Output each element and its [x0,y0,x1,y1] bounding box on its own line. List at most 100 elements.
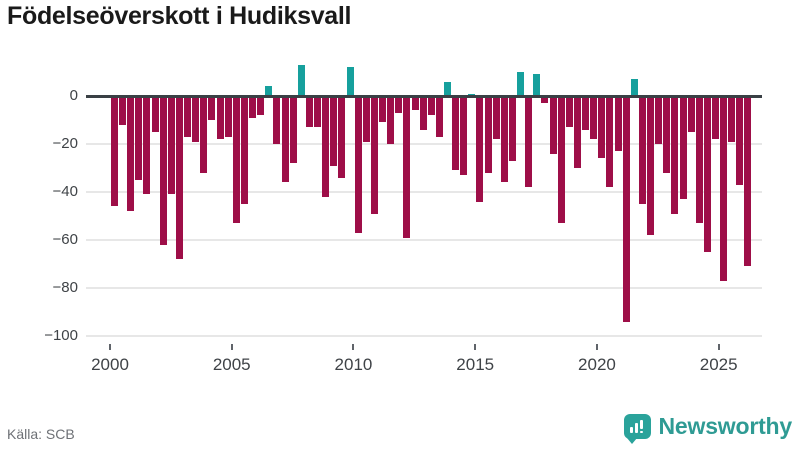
bar-negative [281,96,289,183]
bar-negative [273,96,281,144]
bar-negative [728,96,736,142]
bar-negative [224,96,232,137]
bar-negative [679,96,687,200]
bar-negative [492,96,500,140]
bar-negative [541,96,549,104]
bar-negative [703,96,711,252]
bar-negative [216,96,224,140]
bar-negative [744,96,752,267]
bar-negative [582,96,590,130]
newsworthy-logo-icon [623,413,651,444]
brand-wordmark: Newsworthy [658,412,793,439]
bar-negative [671,96,679,214]
bar-negative [192,96,200,142]
bar-positive [346,67,354,96]
bar-negative [403,96,411,238]
bar-negative [411,96,419,111]
bar-negative [712,96,719,140]
bar-glyph [634,422,638,433]
bar-negative [143,96,151,195]
bar-negative [435,96,443,137]
gridline [86,335,762,337]
bar-positive [517,72,525,96]
bar-negative [549,96,557,154]
bar-negative [257,96,265,116]
x-axis-tick-mark [230,344,233,350]
bar-negative [289,96,297,164]
source-label: Källa: SCB [7,426,75,442]
zero-baseline [86,95,762,98]
y-axis-tick-label: −100 [44,327,78,344]
bar-negative [720,96,728,281]
bar-negative [736,96,744,185]
bar-negative [305,96,313,128]
bar-negative [452,96,460,171]
x-axis-tick-mark [352,344,355,350]
x-axis-tick-label: 2025 [699,355,738,374]
x-axis-tick-label: 2010 [334,355,373,374]
y-axis-tick-label: −20 [52,135,78,152]
bar-positive [468,93,476,96]
y-axis-tick-label: −60 [52,231,78,248]
bar-negative [127,96,135,212]
exclamation-dot [639,430,643,433]
bar-negative [330,96,338,166]
bar-positive [630,79,638,96]
bar-positive [533,74,541,96]
bar-negative [379,96,387,123]
x-axis-tick-mark [717,344,720,350]
bar-negative [606,96,614,188]
gridline [86,143,762,145]
bar-negative [655,96,663,144]
bar-negative [119,96,127,125]
bar-positive [265,86,273,96]
gridline [86,287,762,289]
x-axis-tick-label: 2020 [578,355,616,374]
bar-negative [500,96,508,183]
bar-negative [135,96,143,180]
bar-negative [200,96,208,173]
bar-negative [590,96,598,140]
bar-negative [565,96,573,128]
x-axis-tick-mark [474,344,477,350]
bar-negative [111,96,118,207]
bar-negative [695,96,703,224]
bar-glyph [629,426,633,433]
bar-negative [508,96,516,161]
brand-footer: Newsworthy [623,408,793,444]
bar-negative [663,96,671,173]
bar-negative [184,96,192,137]
bar-negative [484,96,492,173]
y-axis-tick-label: −40 [52,183,78,200]
gridline [86,191,762,193]
bar-negative [314,96,322,128]
bar-negative [622,96,630,322]
bar-negative [167,96,175,195]
bar-negative [354,96,362,233]
bar-negative [232,96,240,224]
bar-negative [598,96,606,159]
bar-negative [338,96,346,178]
x-axis-tick-mark [595,344,598,350]
y-axis-tick-label: 0 [69,87,78,104]
bar-negative [419,96,427,130]
x-axis-tick-label: 2005 [212,355,251,374]
x-axis-tick-label: 2000 [91,355,129,374]
bar-positive [297,64,305,96]
bar-negative [322,96,330,197]
bar-negative [687,96,695,132]
bar-negative [387,96,395,144]
bar-negative [151,96,159,132]
bar-negative [557,96,565,224]
bar-negative [208,96,216,120]
bar-positive [443,81,451,96]
bar-negative [647,96,655,236]
bar-negative [614,96,622,152]
bar-negative [573,96,581,168]
bar-negative [159,96,167,245]
bar-negative [249,96,257,118]
bar-negative [175,96,183,260]
bar-negative [638,96,646,204]
